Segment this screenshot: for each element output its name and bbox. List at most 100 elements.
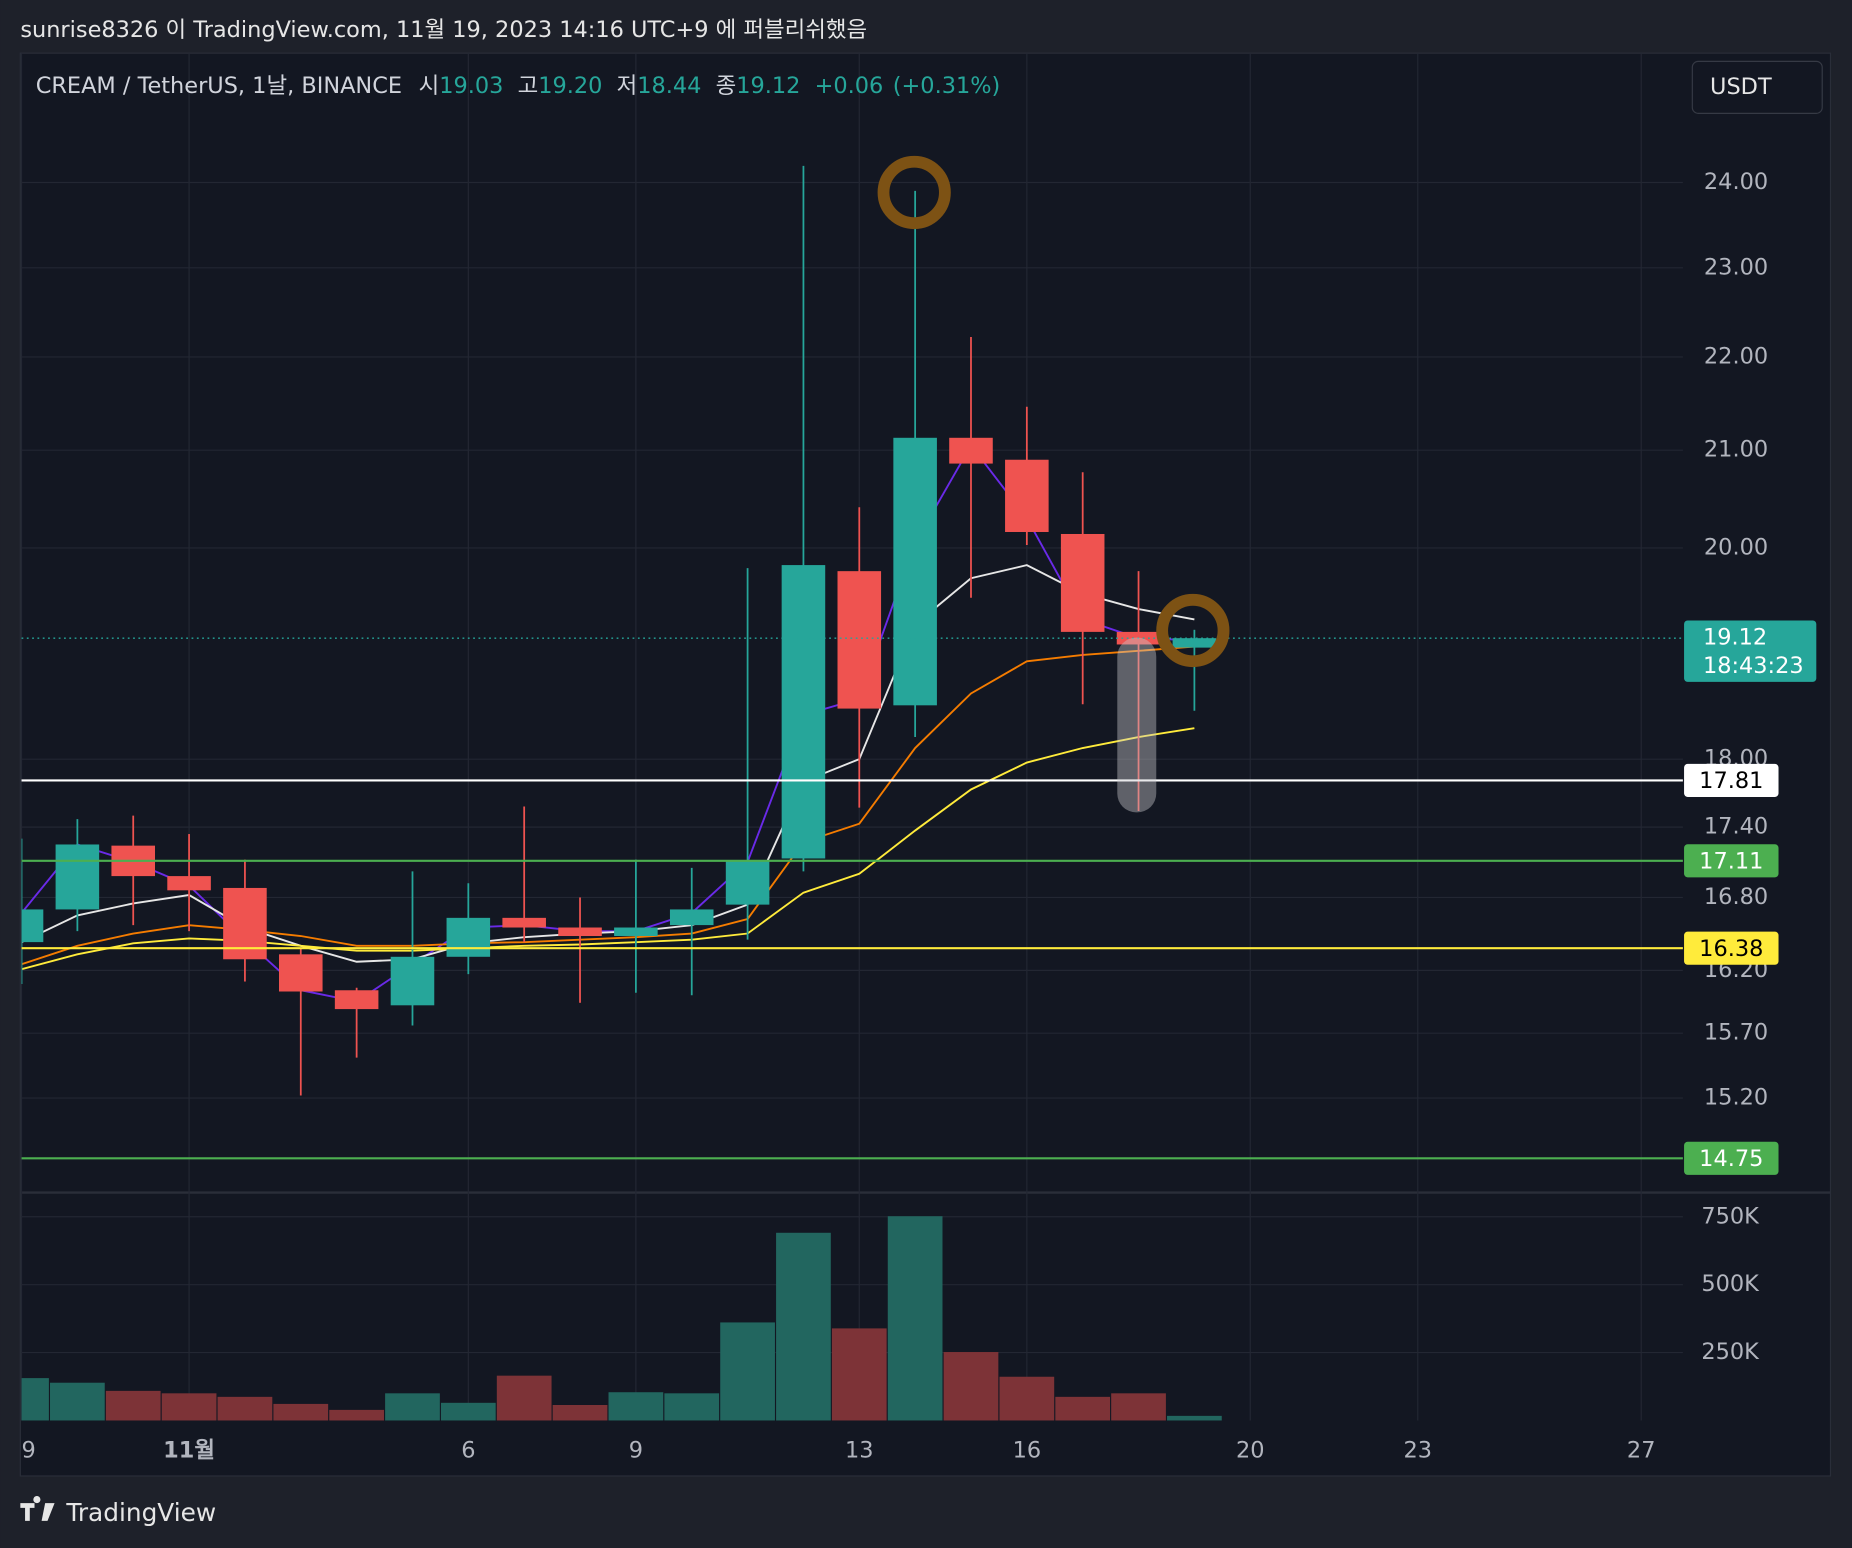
annotation-ring <box>1156 593 1230 668</box>
annotation-ring <box>877 155 951 230</box>
axes: 24.0023.0022.0021.0020.0018.0017.4016.80… <box>22 155 1817 1464</box>
published-note: sunrise8326 이 TradingView.com, 11월 19, 2… <box>20 17 867 43</box>
countdown: 18:43:23 <box>1703 653 1804 679</box>
ohlc-label: 종 <box>716 73 737 99</box>
x-tick-label: 9 <box>22 1438 36 1464</box>
ohlc-value: 19.12 <box>736 73 800 99</box>
y-tick-label: 24.00 <box>1704 169 1768 195</box>
currency-label[interactable]: USDT <box>1710 74 1772 100</box>
volume-bar <box>1167 1415 1222 1421</box>
moving-average <box>21 564 1195 963</box>
volume-bar <box>887 1216 943 1421</box>
ohlc-label: 시 <box>419 73 440 99</box>
volume-bar <box>273 1403 329 1421</box>
change: +0.06 <box>815 73 884 99</box>
volume-bar <box>1055 1396 1111 1421</box>
level-label: 17.11 <box>1699 848 1763 874</box>
volume-bar <box>440 1402 496 1421</box>
ohlc-value: 18.44 <box>637 73 701 99</box>
level-label: 14.75 <box>1699 1146 1763 1172</box>
volume-bar <box>776 1232 831 1421</box>
candle-body <box>390 956 435 1006</box>
price-pane <box>21 165 1217 1096</box>
volume-bar <box>664 1393 720 1421</box>
level-tag <box>1684 763 1779 797</box>
volume-bar <box>50 1382 105 1421</box>
y-tick-label: 250K <box>1701 1339 1760 1365</box>
volume-bar <box>329 1409 384 1421</box>
volume-bar <box>385 1393 440 1421</box>
candle-body <box>837 571 882 709</box>
highlight <box>1117 637 1157 813</box>
y-tick-label: 15.70 <box>1704 1020 1768 1046</box>
candle-body <box>558 927 602 937</box>
moving-average <box>21 727 1195 971</box>
logo-shape <box>20 1496 55 1521</box>
currency-button[interactable] <box>1691 60 1823 114</box>
ohlc-label: 저 <box>617 73 638 99</box>
level-tag <box>1684 844 1779 878</box>
y-tick-label: 20.00 <box>1704 534 1768 560</box>
y-tick-label: 15.20 <box>1704 1085 1768 1111</box>
candle-body <box>1060 533 1105 632</box>
level-tag <box>1684 931 1779 965</box>
candle-body <box>1005 459 1049 532</box>
candle-body <box>502 917 546 928</box>
y-tick-label: 750K <box>1701 1203 1760 1229</box>
volume-bar <box>1111 1393 1166 1421</box>
candle-body <box>949 437 993 464</box>
volume-bar <box>831 1328 887 1421</box>
last-price-label: 19.12 <box>1703 625 1767 651</box>
level-label: 17.81 <box>1699 768 1763 794</box>
legend: CREAM / TetherUS, 1날, BINANCE 시19.03 고19.2… <box>36 73 1001 99</box>
volume-bar <box>552 1404 608 1421</box>
candle-body <box>334 990 379 1010</box>
x-tick-label: 16 <box>1013 1438 1042 1464</box>
brand-logo <box>20 1496 55 1521</box>
x-tick-label: 6 <box>461 1438 475 1464</box>
volume-bar <box>217 1396 273 1421</box>
last-price-tag <box>1684 620 1817 682</box>
moving-average <box>21 443 1195 1003</box>
volume-bar <box>496 1375 552 1421</box>
volume-bar <box>608 1392 664 1421</box>
volume-bar <box>161 1393 217 1421</box>
ohlc-value: 19.03 <box>439 73 503 99</box>
y-tick-label: 23.00 <box>1704 254 1768 280</box>
level-tag <box>1684 1141 1779 1175</box>
x-tick-label: 9 <box>629 1438 643 1464</box>
candle-body <box>781 565 826 859</box>
candle-body <box>669 909 714 926</box>
candle-body <box>1172 638 1217 648</box>
volume-pane <box>21 1216 1222 1421</box>
y-tick-label: 500K <box>1701 1271 1760 1297</box>
ohlc-label: 고 <box>518 73 539 99</box>
candle-body <box>278 954 323 992</box>
symbol: CREAM / TetherUS, 1날, BINANCE <box>36 73 402 99</box>
x-tick-label: 23 <box>1404 1438 1433 1464</box>
candle-body <box>725 860 770 905</box>
volume-bar <box>105 1390 161 1421</box>
y-tick-label: 17.40 <box>1704 814 1768 840</box>
y-tick-label: 16.80 <box>1704 884 1768 910</box>
ohlc-value: 19.20 <box>538 73 602 99</box>
x-tick-label: 27 <box>1627 1438 1656 1464</box>
x-tick-label: 13 <box>845 1438 874 1464</box>
candle-body <box>21 909 44 943</box>
candle-body <box>446 917 491 957</box>
y-tick-label: 21.00 <box>1704 437 1768 463</box>
volume-bar <box>999 1376 1055 1421</box>
candle-body <box>893 437 937 706</box>
level-label: 16.38 <box>1699 936 1763 962</box>
brand-name: TradingView <box>65 1498 216 1527</box>
x-tick-label: 20 <box>1236 1438 1265 1464</box>
candle-body <box>614 927 658 937</box>
x-tick-label: 11월 <box>163 1438 215 1464</box>
candle-body <box>55 844 100 910</box>
volume-bar <box>943 1352 999 1421</box>
grid <box>20 53 1683 1421</box>
change-pct: (+0.31%) <box>893 73 1001 99</box>
volume-bar <box>21 1378 49 1421</box>
